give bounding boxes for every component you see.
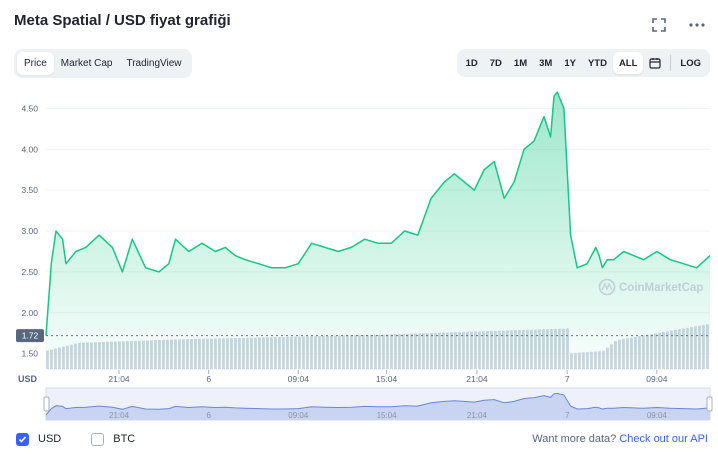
header-actions	[650, 16, 706, 34]
navigator-line	[45, 392, 711, 416]
range-1y[interactable]: 1Y	[564, 57, 576, 69]
navigator-tick-label: 15:04	[377, 411, 398, 420]
coinmarketcap-logo-icon	[598, 278, 616, 296]
y-tick-label: 3.50	[21, 185, 38, 195]
start-price-label: 1.72	[16, 329, 44, 343]
navigator-tick-label: 09:04	[288, 411, 309, 420]
navigator-tick-label: 21:04	[467, 411, 488, 420]
navigator-handle[interactable]	[706, 396, 713, 412]
watermark-text: CoinMarketCap	[619, 282, 703, 294]
checkbox-checked-icon	[16, 432, 29, 446]
x-axis-ticks: 21:04 6 09:04 15:04 21:04 7 09:04	[108, 370, 668, 384]
navigator-area	[46, 393, 710, 420]
btc-checkbox[interactable]: BTC	[91, 432, 136, 446]
log-toggle[interactable]: LOG	[680, 57, 701, 69]
navigator-tick-label: 7	[565, 411, 570, 420]
api-promo: Want more data? Check out our API	[532, 433, 708, 445]
range-navigator[interactable]: 21:04 6 09:04 15:04 21:04 7 09:04	[43, 387, 713, 421]
x-tick-label: 6	[206, 374, 211, 384]
range-1m[interactable]: 1M	[513, 57, 528, 69]
y-tick-label: 4.50	[21, 103, 38, 113]
y-tick-label: 1.50	[21, 349, 38, 359]
chart-type-tabs: Price Market Cap TradingView	[14, 49, 192, 78]
calendar-button[interactable]	[643, 52, 667, 74]
range-ytd[interactable]: YTD	[587, 57, 607, 69]
calendar-icon	[649, 58, 662, 69]
y-tick-label: 2.00	[21, 308, 38, 318]
fullscreen-icon[interactable]	[650, 16, 668, 34]
footer: USD BTC Want more data? Check out our AP…	[16, 428, 708, 450]
price-line	[45, 91, 711, 336]
more-horizontal-icon[interactable]	[688, 16, 706, 34]
navigator-handle[interactable]	[43, 396, 50, 412]
x-tick-label: 15:04	[376, 374, 398, 384]
usd-checkbox[interactable]: USD	[16, 432, 62, 446]
navigator-tick-label: 6	[206, 411, 211, 420]
x-tick-label: 09:04	[288, 374, 310, 384]
btc-label: BTC	[113, 433, 136, 445]
checkbox-unchecked-icon	[91, 432, 105, 446]
tab-market-cap[interactable]: Market Cap	[60, 58, 113, 69]
tab-price[interactable]: Price	[17, 52, 54, 75]
usd-label: USD	[38, 433, 62, 445]
x-tick-label: 09:04	[646, 374, 668, 384]
range-1d[interactable]: 1D	[465, 57, 478, 69]
x-tick-label: 21:04	[108, 374, 130, 384]
page-title: Meta Spatial / USD fiyat grafiği	[14, 12, 231, 29]
range-3m[interactable]: 3M	[539, 57, 553, 69]
tab-tradingview[interactable]: TradingView	[126, 58, 182, 69]
y-tick-label: 3.00	[21, 226, 38, 236]
price-area	[46, 92, 710, 370]
range-all[interactable]: ALL	[612, 52, 644, 74]
navigator-tick-label: 09:04	[647, 411, 668, 420]
y-tick-label: 2.50	[21, 267, 38, 277]
navigator-tick-label: 21:04	[109, 411, 130, 420]
range-selector: 1D 7D 1M 3M 1Y YTD ALL LOG	[456, 49, 710, 77]
coinmarketcap-watermark: CoinMarketCap	[598, 278, 703, 296]
x-tick-label: 21:04	[466, 374, 488, 384]
x-tick-label: 7	[565, 374, 570, 384]
y-tick-label: 4.00	[21, 144, 38, 154]
currency-axis-label: USD	[18, 374, 38, 384]
start-price-badge	[16, 329, 44, 343]
start-price-value: 1.72	[22, 331, 39, 341]
y-axis-ticks: 4.50 4.00 3.50 3.00 2.50 2.00 1.50	[21, 103, 38, 358]
api-link[interactable]: Check out our API	[619, 433, 708, 445]
coinmarketcap-logo-mark	[601, 282, 613, 291]
range-7d[interactable]: 7D	[489, 57, 502, 69]
range-divider	[670, 55, 672, 71]
api-prompt: Want more data?	[532, 433, 617, 445]
